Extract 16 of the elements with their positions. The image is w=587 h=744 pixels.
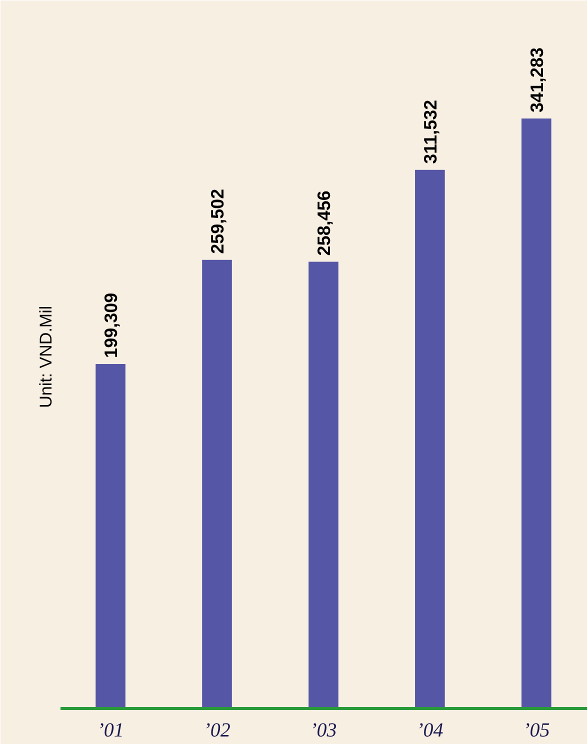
x-tick-label: ’05 (523, 720, 550, 742)
y-axis-title: Unit: VND.Mil (36, 306, 56, 408)
x-tick-label: ’01 (97, 720, 124, 742)
x-tick-label: ’02 (204, 720, 230, 742)
bar (202, 260, 232, 708)
data-label: 259,502 (208, 188, 228, 254)
x-tick-label: ’03 (310, 720, 337, 742)
x-tick-label: ’04 (416, 720, 444, 742)
bar (521, 118, 552, 708)
bar (308, 262, 338, 708)
bar (96, 364, 126, 708)
data-label: 258,456 (314, 190, 334, 256)
data-label: 341,283 (526, 47, 547, 112)
data-label: 199,309 (101, 292, 122, 358)
bar (415, 170, 445, 708)
data-label: 311,532 (420, 100, 440, 164)
